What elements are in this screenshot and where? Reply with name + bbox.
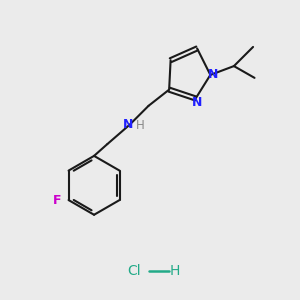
Text: N: N xyxy=(123,118,133,131)
Text: N: N xyxy=(192,95,202,109)
Text: H: H xyxy=(136,119,145,132)
Text: H: H xyxy=(170,264,180,278)
Text: Cl: Cl xyxy=(127,264,141,278)
Text: F: F xyxy=(53,194,61,207)
Text: N: N xyxy=(208,68,218,81)
